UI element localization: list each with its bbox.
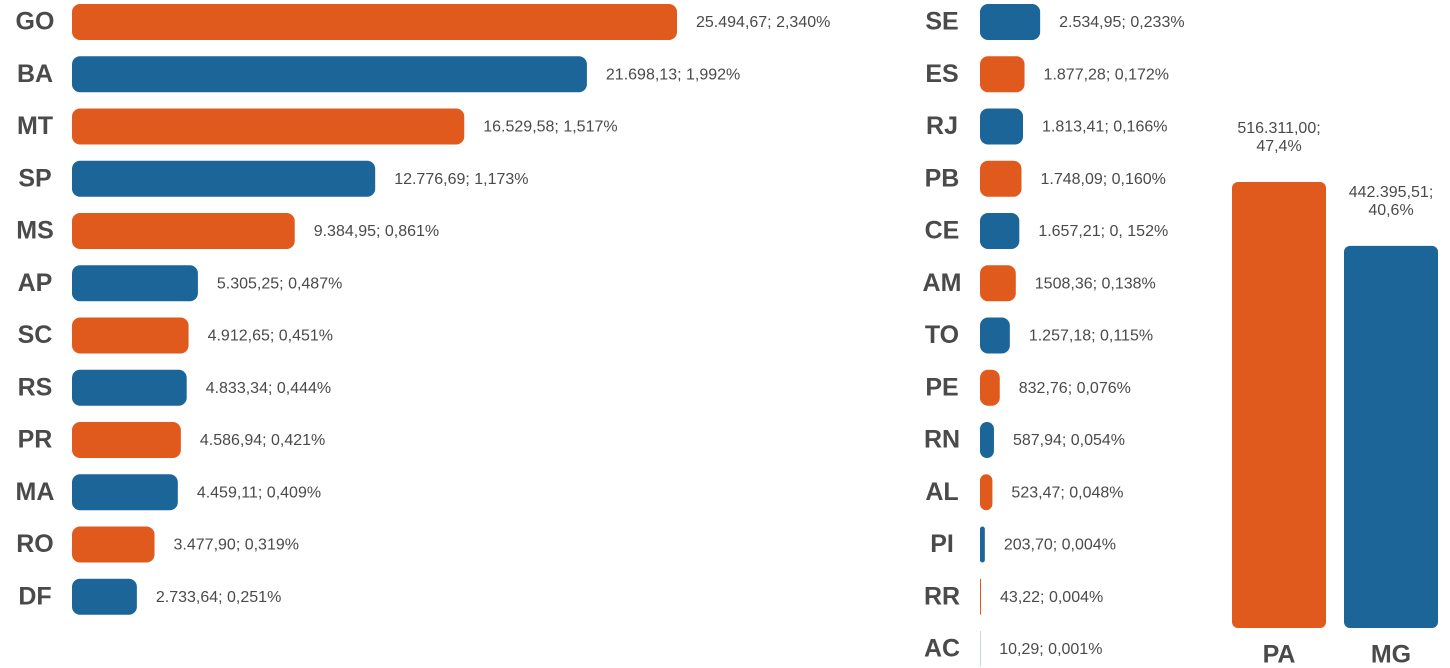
- bar: [72, 422, 181, 458]
- bar: [980, 578, 982, 615]
- value-label: 2.534,95; 0,233%: [1059, 14, 1184, 31]
- category-label: PE: [925, 373, 958, 401]
- category-label: RR: [924, 582, 960, 610]
- bar: [72, 56, 587, 93]
- category-label: CE: [925, 217, 960, 245]
- value-label: 21.698,13; 1,992%: [606, 66, 740, 83]
- bar: [980, 160, 1022, 197]
- category-label: AL: [925, 478, 958, 506]
- category-label: SC: [18, 321, 53, 349]
- value-label: 4.912,65; 0,451%: [208, 328, 333, 345]
- value-label: 12.776,69; 1,173%: [394, 171, 528, 188]
- category-label: RJ: [926, 112, 958, 140]
- bar: [980, 369, 1000, 406]
- bar: [980, 108, 1024, 145]
- category-label: AC: [924, 635, 960, 663]
- category-label: MA: [16, 478, 55, 506]
- value-label: 523,47; 0,048%: [1011, 484, 1123, 501]
- value-label: 3.477,90; 0,319%: [174, 537, 299, 554]
- value-label: 25.494,67; 2,340%: [696, 14, 830, 31]
- value-label: 203,70; 0,004%: [1004, 537, 1116, 554]
- bar: [72, 213, 295, 249]
- category-label: MG: [1371, 641, 1411, 668]
- bar: [72, 4, 677, 40]
- value-label: 10,29; 0,001%: [999, 641, 1102, 658]
- bar: [72, 526, 155, 563]
- category-label: RS: [18, 373, 53, 401]
- value-label: 9.384,95; 0,861%: [314, 223, 439, 240]
- value-label: 5.305,25; 0,487%: [217, 275, 342, 292]
- bar: [72, 474, 178, 511]
- category-label: RN: [924, 426, 960, 454]
- value-label: 2.733,64; 0,251%: [156, 589, 281, 606]
- bar: [72, 108, 465, 145]
- value-label: 4.833,34; 0,444%: [206, 380, 331, 397]
- bar: [72, 578, 137, 615]
- value-label: 43,22; 0,004%: [1000, 589, 1103, 606]
- category-label: PR: [18, 426, 53, 454]
- bar: [980, 317, 1010, 354]
- value-label: 16.529,58; 1,517%: [483, 119, 617, 136]
- bar: [980, 56, 1025, 93]
- value-label: 4.586,94; 0,421%: [200, 432, 325, 449]
- category-label: BA: [17, 60, 53, 88]
- value-label: 442.395,51; 40,6%: [1348, 183, 1434, 219]
- bar: [72, 369, 187, 406]
- category-label: AM: [923, 269, 962, 297]
- category-label: AP: [18, 269, 53, 297]
- bar: [980, 265, 1016, 302]
- category-label: MT: [17, 112, 53, 140]
- bar: [980, 4, 1041, 40]
- category-label: MS: [16, 217, 54, 245]
- category-label: ES: [925, 60, 958, 88]
- bar: [72, 317, 189, 354]
- value-label: 4.459,11; 0,409%: [197, 484, 321, 501]
- category-label: PB: [925, 164, 960, 192]
- value-label: 832,76; 0,076%: [1019, 380, 1131, 397]
- bar: [980, 526, 985, 563]
- value-label: 1.257,18; 0,115%: [1029, 328, 1153, 345]
- value-label: 1.748,09; 0,160%: [1040, 171, 1165, 188]
- bar: [980, 213, 1020, 249]
- value-label: 1.877,28; 0,172%: [1044, 66, 1169, 83]
- value-label: 516.311,00; 47,4%: [1237, 120, 1321, 155]
- value-label: 1508,36; 0,138%: [1035, 275, 1156, 292]
- bar: [72, 160, 376, 197]
- category-label: TO: [925, 321, 959, 349]
- category-label: SP: [18, 164, 51, 192]
- category-label: PI: [930, 530, 954, 558]
- category-label: GO: [16, 8, 55, 36]
- value-label: 587,94; 0,054%: [1013, 432, 1125, 449]
- bar: [1344, 245, 1438, 628]
- category-label: SE: [925, 8, 958, 36]
- category-label: PA: [1263, 641, 1296, 668]
- bar: [980, 422, 994, 458]
- value-label: 1.657,21; 0, 152%: [1038, 223, 1168, 240]
- category-label: RO: [16, 530, 54, 558]
- value-label: 1.813,41; 0,166%: [1042, 119, 1167, 136]
- bar: [1232, 182, 1326, 628]
- bar: [980, 474, 993, 511]
- category-label: DF: [18, 582, 51, 610]
- bar: [72, 265, 198, 302]
